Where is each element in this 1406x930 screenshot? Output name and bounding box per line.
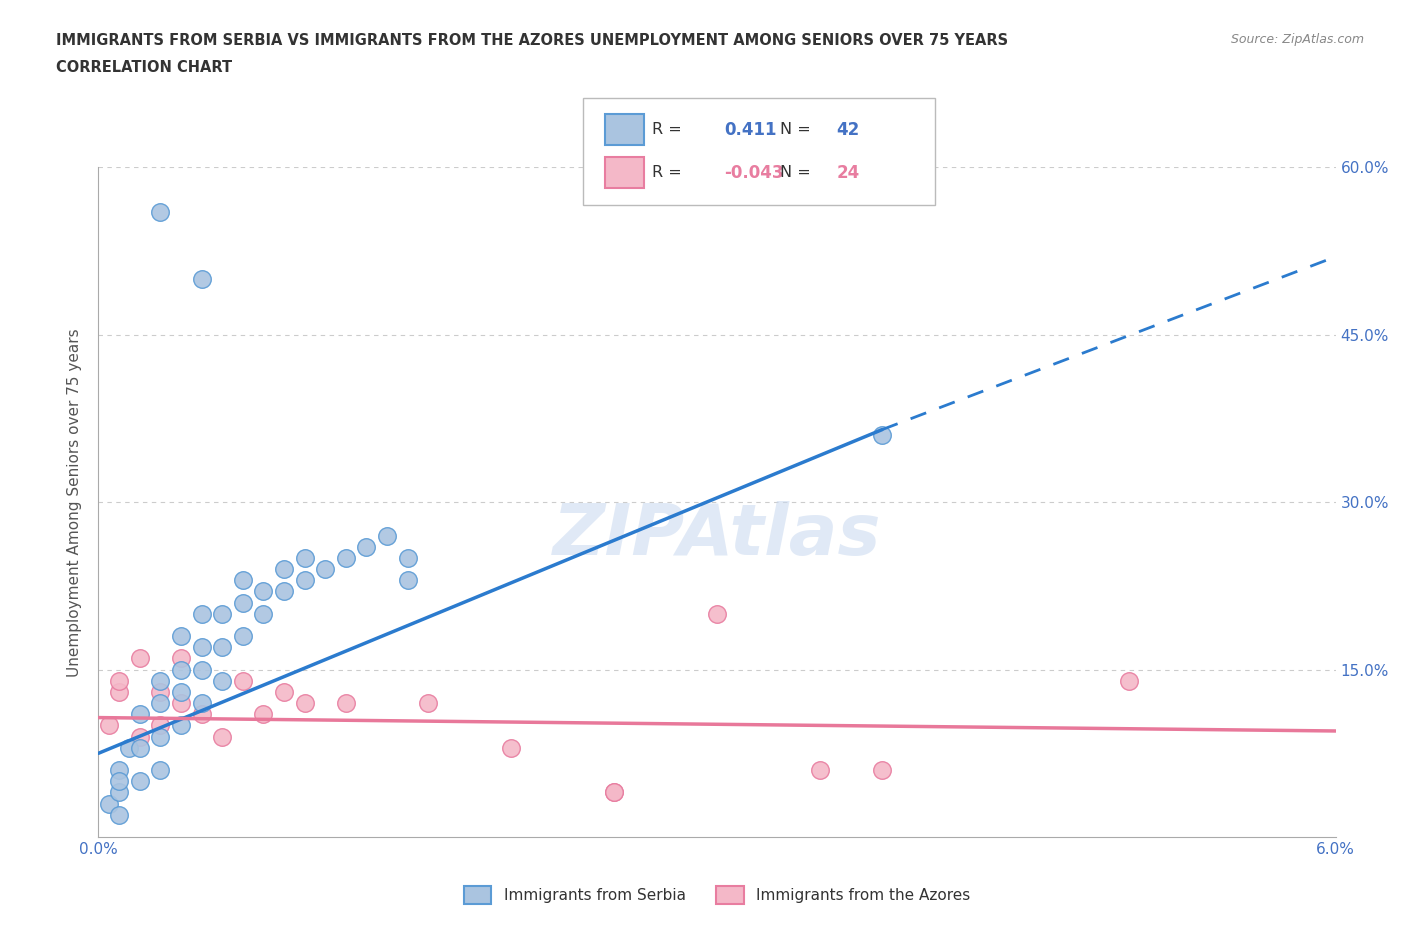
Point <box>808 763 831 777</box>
Point <box>252 584 274 599</box>
Point <box>232 595 254 610</box>
Point <box>108 807 131 822</box>
Point <box>149 673 172 688</box>
Point <box>170 662 193 677</box>
Point <box>149 696 172 711</box>
Point <box>190 272 212 286</box>
Point <box>232 573 254 588</box>
Point <box>375 528 398 543</box>
Text: ZIPAtlas: ZIPAtlas <box>553 501 882 570</box>
Point <box>170 651 193 666</box>
Point <box>211 673 233 688</box>
Legend: Immigrants from Serbia, Immigrants from the Azores: Immigrants from Serbia, Immigrants from … <box>458 880 976 910</box>
Point <box>706 606 728 621</box>
Point <box>128 740 150 755</box>
Point <box>190 606 212 621</box>
Point <box>190 707 212 722</box>
Point <box>335 696 357 711</box>
Point <box>252 707 274 722</box>
Point <box>190 640 212 655</box>
Text: Source: ZipAtlas.com: Source: ZipAtlas.com <box>1230 33 1364 46</box>
Point <box>108 684 131 699</box>
Text: N =: N = <box>780 166 811 180</box>
Point <box>273 684 295 699</box>
Point <box>108 673 131 688</box>
Point <box>211 606 233 621</box>
Point <box>149 684 172 699</box>
Point <box>97 718 120 733</box>
Point <box>603 785 626 800</box>
Point <box>396 573 419 588</box>
Point <box>170 718 193 733</box>
Text: -0.043: -0.043 <box>724 164 783 181</box>
Y-axis label: Unemployment Among Seniors over 75 years: Unemployment Among Seniors over 75 years <box>67 328 83 676</box>
Point <box>232 629 254 644</box>
Point <box>149 729 172 744</box>
Text: IMMIGRANTS FROM SERBIA VS IMMIGRANTS FROM THE AZORES UNEMPLOYMENT AMONG SENIORS : IMMIGRANTS FROM SERBIA VS IMMIGRANTS FRO… <box>56 33 1008 47</box>
Point <box>108 785 131 800</box>
Point <box>314 562 336 577</box>
Point <box>128 707 150 722</box>
Text: 0.411: 0.411 <box>724 121 776 139</box>
Point <box>1118 673 1140 688</box>
Point <box>870 763 893 777</box>
Point <box>170 684 193 699</box>
Point <box>418 696 440 711</box>
Point <box>294 573 316 588</box>
Point <box>335 551 357 565</box>
Point <box>190 662 212 677</box>
Text: 24: 24 <box>837 164 860 181</box>
Point <box>118 740 141 755</box>
Point <box>294 551 316 565</box>
Point <box>273 562 295 577</box>
Point <box>149 718 172 733</box>
Point <box>170 696 193 711</box>
Point <box>499 740 522 755</box>
Text: R =: R = <box>652 122 682 137</box>
Point <box>294 696 316 711</box>
Text: R =: R = <box>652 166 682 180</box>
Point <box>870 428 893 443</box>
Point <box>211 729 233 744</box>
Point <box>232 673 254 688</box>
Point <box>149 763 172 777</box>
Point <box>108 774 131 789</box>
Point <box>128 651 150 666</box>
Point <box>356 539 378 554</box>
Point <box>603 785 626 800</box>
Point <box>170 629 193 644</box>
Point <box>190 696 212 711</box>
Text: N =: N = <box>780 122 811 137</box>
Point <box>149 205 172 219</box>
Point <box>97 796 120 811</box>
Point <box>273 584 295 599</box>
Point <box>211 640 233 655</box>
Point <box>108 763 131 777</box>
Point <box>128 774 150 789</box>
Text: CORRELATION CHART: CORRELATION CHART <box>56 60 232 75</box>
Point <box>252 606 274 621</box>
Text: 42: 42 <box>837 121 860 139</box>
Point <box>128 729 150 744</box>
Point <box>396 551 419 565</box>
